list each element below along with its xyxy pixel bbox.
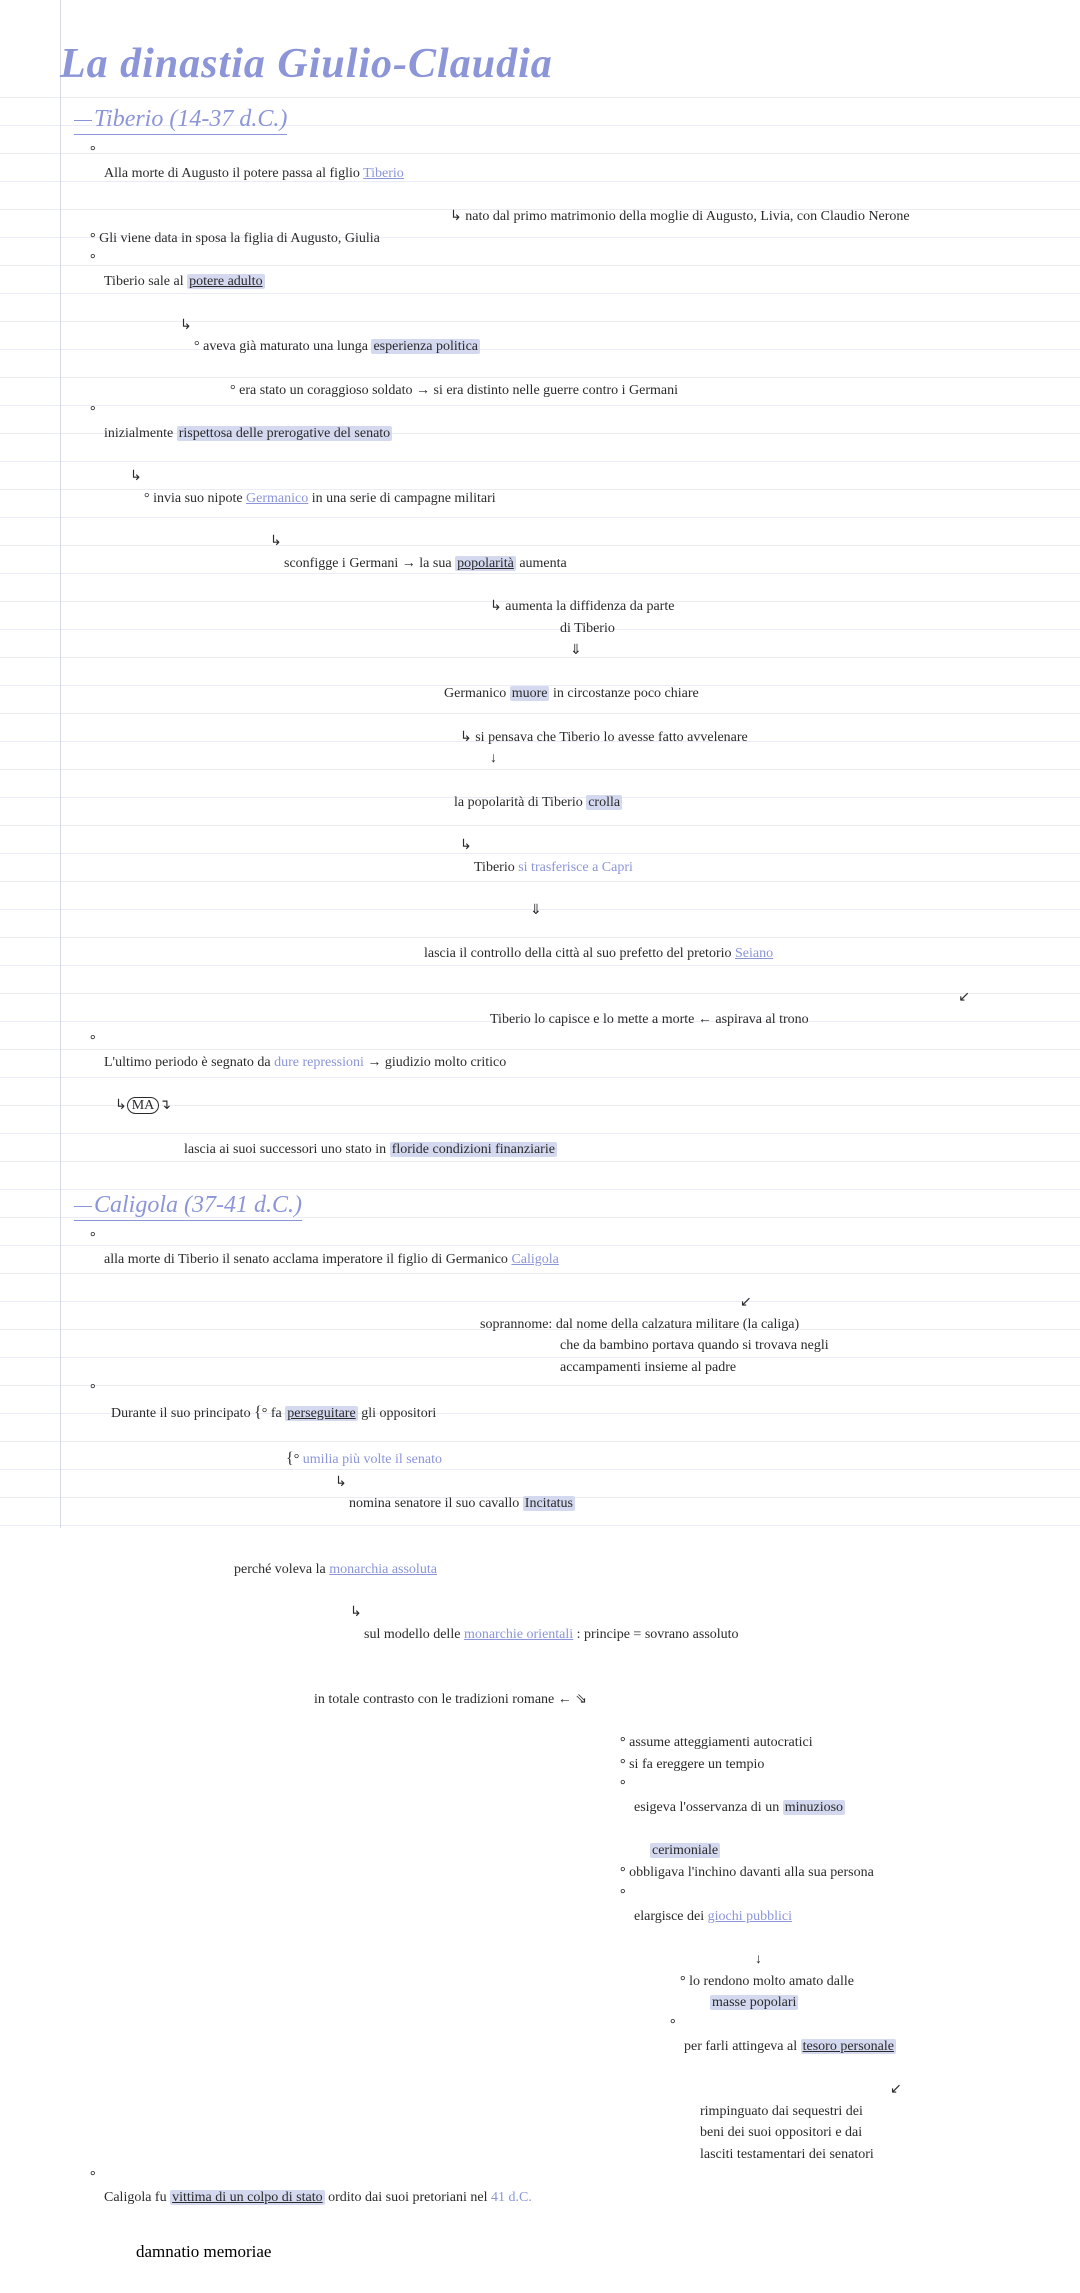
note-line: ° era stato un coraggioso soldato → si e…	[230, 380, 1030, 402]
note-line: Alla morte di Augusto il potere passa al…	[90, 141, 1030, 206]
note-line: si fa ereggere un tempio	[620, 1754, 1030, 1776]
note-line: ↳MA↴	[115, 1095, 1030, 1117]
note-line: lasciti testamentari dei senatori	[700, 2144, 1030, 2166]
note-line: nomina senatore il suo cavallo Incitatus	[335, 1472, 1030, 1537]
note-line: per farli attingeva al tesoro personale	[670, 2014, 1030, 2079]
note-line: che da bambino portava quando si trovava…	[560, 1335, 1030, 1357]
section-heading-tiberio: Tiberio (14-37 d.C.)	[74, 106, 287, 135]
note-line: lascia il controllo della città al suo p…	[410, 922, 1030, 987]
page-title: La dinastia Giulio-Claudia	[60, 40, 1030, 88]
note-line: beni dei suoi oppositori e dai	[700, 2122, 1030, 2144]
down-arrow-icon: ↙	[740, 1292, 1030, 1314]
note-line: sul modello delle monarchie orientali : …	[350, 1602, 1030, 1667]
note-line: la popolarità di Tiberio crolla	[440, 770, 1030, 835]
note-line: Gli viene data in sposa la figlia di Aug…	[90, 228, 1030, 250]
note-line: Germanico muore in circostanze poco chia…	[430, 662, 1030, 727]
note-line: elargisce dei giochi pubblici	[620, 1884, 1030, 1949]
note-line: cerimoniale	[650, 1840, 1030, 1862]
note-line: Caligola fu vittima di un colpo di stato…	[90, 2166, 1030, 2231]
note-line: lo rendono molto amato dalle	[680, 1971, 1030, 1993]
note-line: rimpinguato dai sequestri dei	[700, 2101, 1030, 2123]
note-line: Tiberio sale al potere adulto	[90, 249, 1030, 314]
note-line: ° invia suo nipote Germanico in una seri…	[130, 466, 1030, 531]
down-arrow-icon: ⇓	[570, 640, 1030, 662]
down-arrow-icon: ↓	[490, 748, 1030, 770]
note-line: di Tiberio	[560, 618, 1030, 640]
note-line: esigeva l'osservanza di un minuzioso	[620, 1775, 1030, 1840]
note-line: Tiberio si trasferisce a Capri	[460, 835, 1030, 900]
note-line: inizialmente rispettosa delle prerogativ…	[90, 401, 1030, 466]
note-line: L'ultimo periodo è segnato da dure repre…	[90, 1030, 1030, 1095]
note-line: Durante il suo principato {° fa persegui…	[90, 1379, 1030, 1447]
note-line: obbligava l'inchino davanti alla sua per…	[620, 1862, 1030, 1884]
note-line: accampamenti insieme al padre	[560, 1357, 1030, 1379]
note-line: lascia ai suoi successori uno stato in f…	[170, 1117, 1030, 1182]
note-line: aumenta la diffidenza da parte	[490, 596, 1030, 618]
note-line: ↳ nato dal primo matrimonio della moglie…	[450, 206, 1030, 228]
note-line: sconfigge i Germani → la sua popolarità …	[270, 531, 1030, 596]
boxed-term: damnatio memoriae	[130, 2241, 1030, 2263]
note-line: {° umilia più volte il senato	[286, 1447, 1030, 1472]
note-line: assume atteggiamenti autocratici	[620, 1732, 1030, 1754]
down-arrow-icon: ⇓	[530, 900, 1030, 922]
note-line: perché voleva la monarchia assoluta	[220, 1537, 1030, 1602]
note-line: Tiberio lo capisce e lo mette a morte ← …	[490, 1009, 1030, 1031]
down-arrow-icon: ↙	[60, 987, 970, 1009]
note-line: masse popolari	[710, 1992, 1030, 2014]
page-content: La dinastia Giulio-Claudia Tiberio (14-3…	[0, 0, 1080, 2293]
section-heading-caligola: Caligola (37-41 d.C.)	[74, 1192, 302, 1221]
note-line: ° aveva già maturato una lunga esperienz…	[180, 315, 1030, 380]
note-line: alla morte di Tiberio il senato acclama …	[90, 1227, 1030, 1292]
note-line: in totale contrasto con le tradizioni ro…	[300, 1667, 1030, 1732]
down-arrow-icon: ↙	[890, 2079, 1030, 2101]
note-line: si pensava che Tiberio lo avesse fatto a…	[460, 727, 1030, 749]
note-line: soprannome: dal nome della calzatura mil…	[480, 1314, 1030, 1336]
down-arrow-icon: ↓	[755, 1949, 1030, 1971]
